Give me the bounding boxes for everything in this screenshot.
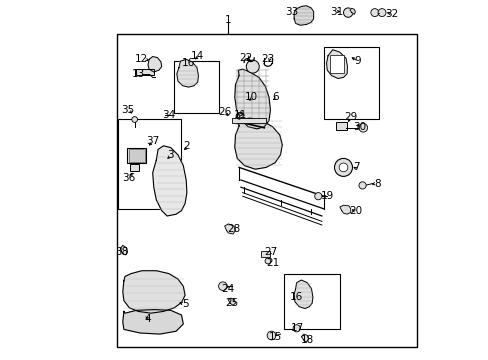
Text: 22: 22 <box>239 53 252 63</box>
Circle shape <box>314 193 321 200</box>
Text: 30: 30 <box>352 122 366 132</box>
Polygon shape <box>294 280 312 309</box>
Bar <box>260 251 269 257</box>
Text: 21: 21 <box>265 258 279 268</box>
Text: 37: 37 <box>146 136 159 146</box>
Text: 9: 9 <box>354 56 361 66</box>
Bar <box>127 148 146 163</box>
Text: 27: 27 <box>263 247 277 257</box>
Text: 32: 32 <box>385 9 398 19</box>
Text: 26: 26 <box>218 107 231 117</box>
Circle shape <box>358 182 366 189</box>
Polygon shape <box>349 8 355 14</box>
Text: 31: 31 <box>329 6 342 17</box>
Bar <box>118 119 181 209</box>
Bar <box>323 47 379 119</box>
Text: 23: 23 <box>261 54 274 64</box>
Text: 11: 11 <box>234 110 247 120</box>
Polygon shape <box>339 205 350 214</box>
Polygon shape <box>228 298 235 305</box>
Bar <box>174 61 219 113</box>
Bar <box>128 149 145 162</box>
Text: 29: 29 <box>344 112 357 122</box>
Polygon shape <box>326 50 347 78</box>
Bar <box>231 118 265 123</box>
Bar <box>117 34 416 347</box>
Text: 33: 33 <box>284 6 297 17</box>
Text: 6: 6 <box>271 92 278 102</box>
Polygon shape <box>234 118 282 169</box>
Text: 2: 2 <box>183 141 190 151</box>
Text: 10: 10 <box>244 92 258 102</box>
Polygon shape <box>301 334 308 342</box>
Polygon shape <box>224 224 235 234</box>
Polygon shape <box>294 6 313 25</box>
Text: 25: 25 <box>225 298 238 308</box>
Text: 28: 28 <box>226 224 240 234</box>
Circle shape <box>377 9 385 17</box>
Text: 18: 18 <box>300 335 313 345</box>
Polygon shape <box>152 146 186 216</box>
Text: 16: 16 <box>181 58 194 68</box>
Circle shape <box>132 117 137 122</box>
Circle shape <box>370 9 378 17</box>
Circle shape <box>343 8 352 17</box>
Text: 34: 34 <box>162 110 175 120</box>
Polygon shape <box>177 59 198 87</box>
Text: 20: 20 <box>349 206 362 216</box>
Polygon shape <box>122 271 185 313</box>
Polygon shape <box>120 246 127 255</box>
Text: 13: 13 <box>131 69 144 79</box>
Circle shape <box>264 258 270 264</box>
Text: 17: 17 <box>290 323 304 333</box>
Text: 15: 15 <box>268 332 281 342</box>
Polygon shape <box>148 57 162 72</box>
Polygon shape <box>234 69 270 129</box>
Circle shape <box>334 158 352 176</box>
Text: 5: 5 <box>182 299 188 309</box>
Text: 7: 7 <box>352 162 359 172</box>
Text: 24: 24 <box>221 284 234 294</box>
Text: 19: 19 <box>320 191 333 201</box>
Text: 16: 16 <box>289 292 302 302</box>
Text: 36: 36 <box>122 173 135 183</box>
Text: 8: 8 <box>374 179 380 189</box>
Text: 14: 14 <box>191 51 204 61</box>
Bar <box>136 69 154 75</box>
Bar <box>130 164 139 171</box>
Polygon shape <box>122 310 183 334</box>
Circle shape <box>292 325 300 332</box>
Circle shape <box>246 60 259 73</box>
Text: 12: 12 <box>135 54 148 64</box>
Circle shape <box>266 331 275 340</box>
Text: 35: 35 <box>121 105 134 115</box>
Circle shape <box>339 163 347 172</box>
Text: 4: 4 <box>143 314 150 324</box>
Text: 38: 38 <box>115 247 128 257</box>
Circle shape <box>358 123 367 132</box>
Text: 1: 1 <box>224 15 231 25</box>
Bar <box>329 55 343 73</box>
Bar <box>336 122 346 130</box>
Text: 3: 3 <box>167 150 174 160</box>
Circle shape <box>218 282 227 291</box>
Bar <box>284 274 339 329</box>
